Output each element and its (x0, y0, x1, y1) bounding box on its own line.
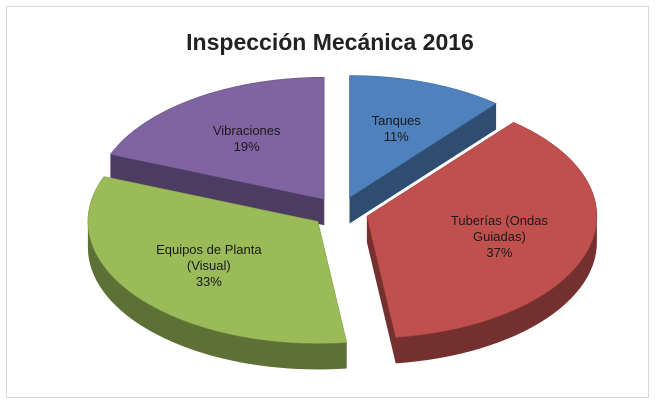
category-label: Equipos de Planta (Visual) (156, 242, 262, 274)
category-label: Tanques (371, 112, 421, 128)
data-label: Equipos de Planta (Visual) 33% (144, 242, 274, 290)
slice (366, 121, 598, 338)
value-label: 33% (195, 274, 222, 290)
category-label: Vibraciones (212, 122, 281, 138)
data-label: Tanques 11% (331, 113, 461, 145)
chart-title: Inspección Mecánica 2016 (186, 29, 474, 55)
slice (109, 76, 325, 200)
category-label: Tuberías (Ondas Guiadas) (450, 212, 548, 244)
slice (349, 75, 497, 199)
data-label: Tuberías (Ondas Guiadas) 37% (434, 213, 564, 261)
data-label: Vibraciones 19% (182, 123, 312, 155)
chart-frame (6, 6, 649, 398)
slice (87, 176, 348, 344)
value-label: 37% (486, 244, 513, 260)
value-label: 11% (383, 128, 409, 144)
value-label: 19% (233, 138, 260, 154)
